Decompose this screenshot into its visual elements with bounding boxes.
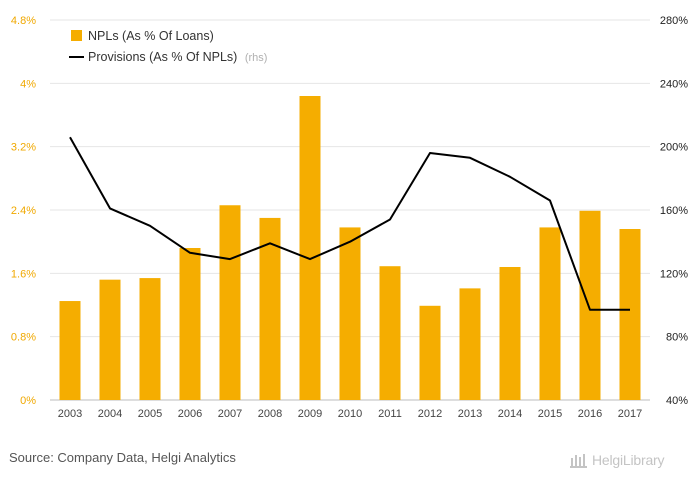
x-tick-label: 2006: [178, 408, 202, 420]
bar-2014: [499, 267, 521, 400]
bar-2004: [99, 279, 121, 400]
legend-label-npls: NPLs (As % Of Loans): [88, 29, 214, 43]
right-tick-label: 200%: [660, 142, 688, 154]
x-axis-ticks: 2003 2004 2005 2006 2007 2008 2009 2010 2011 2012…: [58, 408, 642, 420]
provisions-line: [69, 136, 630, 311]
legend-label-rhs: (rhs): [245, 52, 268, 64]
x-tick-label: 2008: [258, 408, 282, 420]
bar-2015: [539, 227, 561, 400]
source-note: Source: Company Data, Helgi Analytics: [9, 450, 236, 465]
left-tick-label: 0.8%: [11, 332, 36, 344]
x-tick-label: 2003: [58, 408, 82, 420]
x-tick-label: 2012: [418, 408, 442, 420]
left-tick-label: 3.2%: [11, 142, 36, 154]
combo-chart: 0% 0.8% 1.6% 2.4% 3.2% 4% 4.8% 40% 80% 120% 160% 2…: [11, 15, 688, 420]
bar-2005: [139, 278, 161, 400]
left-tick-label: 4%: [20, 78, 36, 90]
right-axis-ticks: 40% 80% 120% 160% 200% 240% 280%: [660, 15, 688, 407]
left-tick-label: 1.6%: [11, 268, 36, 280]
svg-text:Provisions (As % Of NPLs): Provisions (As % Of NPLs) (rhs): [88, 50, 267, 64]
x-tick-label: 2015: [538, 408, 562, 420]
right-tick-label: 120%: [660, 268, 688, 280]
bar-2009: [299, 96, 321, 400]
helgi-library-logo-icon: [570, 454, 587, 468]
x-tick-label: 2017: [618, 408, 642, 420]
left-tick-label: 4.8%: [11, 15, 36, 27]
x-tick-label: 2011: [378, 408, 402, 420]
right-tick-label: 40%: [666, 395, 688, 407]
x-tick-label: 2007: [218, 408, 242, 420]
left-tick-label: 0%: [20, 395, 36, 407]
bar-2017: [619, 229, 641, 400]
brand-name: HelgiLibrary: [592, 452, 665, 468]
line-series-provisions: [69, 136, 631, 311]
bar-2008: [259, 217, 281, 400]
right-tick-label: 80%: [666, 332, 688, 344]
right-tick-label: 160%: [660, 205, 688, 217]
right-tick-label: 280%: [660, 15, 688, 27]
bar-2007: [219, 205, 241, 400]
x-tick-label: 2014: [498, 408, 522, 420]
x-tick-label: 2016: [578, 408, 602, 420]
legend-swatch-npls: [71, 30, 82, 41]
bar-2012: [419, 305, 441, 400]
bar-2011: [379, 266, 401, 400]
left-tick-label: 2.4%: [11, 205, 36, 217]
legend-label-provisions: Provisions (As % Of NPLs): [88, 50, 237, 64]
bar-2013: [459, 288, 481, 400]
bar-2010: [339, 227, 361, 400]
x-tick-label: 2009: [298, 408, 322, 420]
bar-series-npls: [59, 96, 641, 400]
x-tick-label: 2013: [458, 408, 482, 420]
x-tick-label: 2010: [338, 408, 362, 420]
right-tick-label: 240%: [660, 78, 688, 90]
x-tick-label: 2005: [138, 408, 162, 420]
legend: NPLs (As % Of Loans) Provisions (As % Of…: [69, 29, 267, 64]
bar-2016: [579, 210, 601, 400]
brand-logo: HelgiLibrary: [570, 450, 664, 470]
bar-2003: [59, 301, 81, 400]
left-axis-ticks: 0% 0.8% 1.6% 2.4% 3.2% 4% 4.8%: [11, 15, 36, 407]
x-tick-label: 2004: [98, 408, 122, 420]
bar-2006: [179, 248, 201, 400]
